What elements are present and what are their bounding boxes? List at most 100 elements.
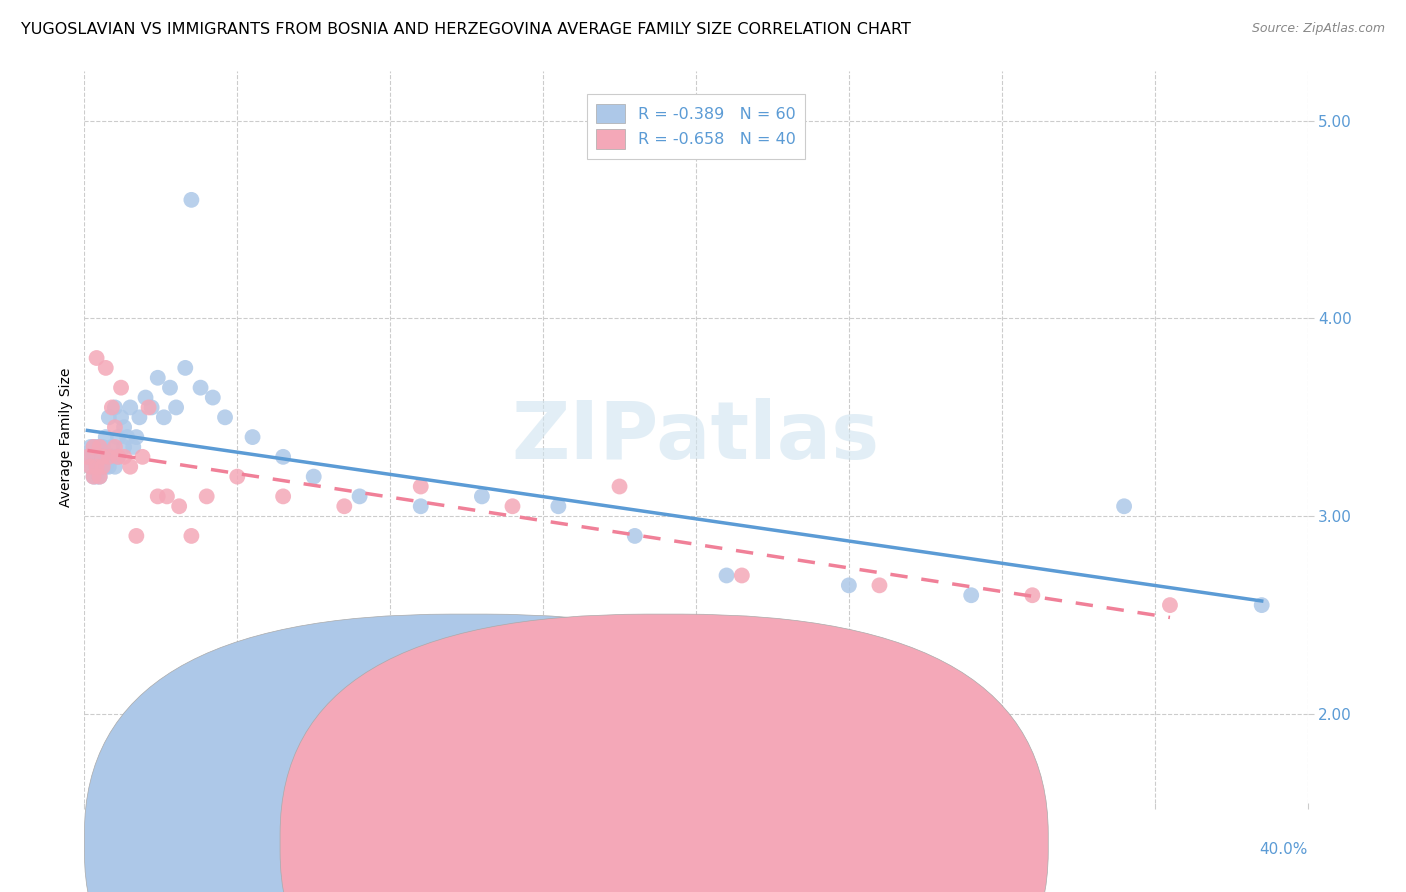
Point bbox=[125, 430, 148, 444]
Point bbox=[91, 459, 114, 474]
Point bbox=[107, 430, 129, 444]
Point bbox=[125, 529, 148, 543]
Point bbox=[201, 391, 224, 405]
Point bbox=[242, 430, 264, 444]
Point bbox=[107, 450, 129, 464]
Point bbox=[86, 450, 108, 464]
Point bbox=[159, 381, 181, 395]
Point bbox=[76, 450, 98, 464]
Point bbox=[97, 459, 120, 474]
Point bbox=[79, 459, 101, 474]
Point bbox=[1250, 598, 1272, 612]
Point bbox=[76, 450, 98, 464]
Point bbox=[86, 351, 108, 365]
Point bbox=[120, 401, 142, 415]
Point bbox=[731, 568, 754, 582]
Point bbox=[83, 440, 105, 454]
Point bbox=[86, 459, 108, 474]
Point bbox=[609, 479, 631, 493]
Point bbox=[101, 450, 124, 464]
Point bbox=[869, 578, 891, 592]
Point bbox=[156, 489, 179, 503]
Point bbox=[165, 401, 187, 415]
Point bbox=[104, 459, 127, 474]
Point bbox=[86, 459, 108, 474]
Point bbox=[97, 450, 120, 464]
Point bbox=[83, 469, 105, 483]
Point bbox=[112, 420, 135, 434]
Point bbox=[120, 459, 142, 474]
Point bbox=[153, 410, 176, 425]
Point bbox=[333, 500, 356, 514]
Point bbox=[83, 440, 105, 454]
Text: Source: ZipAtlas.com: Source: ZipAtlas.com bbox=[1251, 22, 1385, 36]
Point bbox=[131, 450, 153, 464]
Point bbox=[104, 440, 127, 454]
Point bbox=[115, 430, 138, 444]
Point bbox=[94, 360, 117, 375]
Text: 0.0%: 0.0% bbox=[84, 842, 124, 856]
Point bbox=[624, 529, 647, 543]
Point bbox=[271, 489, 294, 503]
Point bbox=[89, 459, 111, 474]
Point bbox=[960, 588, 983, 602]
Point bbox=[89, 440, 111, 454]
Point bbox=[716, 568, 738, 582]
Point bbox=[190, 381, 212, 395]
Point bbox=[91, 459, 114, 474]
Text: Immigrants from Bosnia and Herzegovina: Immigrants from Bosnia and Herzegovina bbox=[688, 834, 993, 849]
Point bbox=[214, 410, 236, 425]
Point bbox=[110, 410, 132, 425]
Point bbox=[94, 450, 117, 464]
Point bbox=[83, 469, 105, 483]
Point bbox=[112, 450, 135, 464]
Point bbox=[79, 459, 101, 474]
Text: YUGOSLAVIAN VS IMMIGRANTS FROM BOSNIA AND HERZEGOVINA AVERAGE FAMILY SIZE CORREL: YUGOSLAVIAN VS IMMIGRANTS FROM BOSNIA AN… bbox=[21, 22, 911, 37]
Point bbox=[89, 440, 111, 454]
Text: 40.0%: 40.0% bbox=[1260, 842, 1308, 856]
Text: ZIPatlas: ZIPatlas bbox=[512, 398, 880, 476]
Point bbox=[104, 401, 127, 415]
Text: Yugoslavians: Yugoslavians bbox=[492, 834, 586, 849]
Point bbox=[1114, 500, 1136, 514]
Point bbox=[195, 489, 218, 503]
Y-axis label: Average Family Size: Average Family Size bbox=[59, 368, 73, 507]
FancyBboxPatch shape bbox=[280, 614, 1049, 892]
Point bbox=[91, 450, 114, 464]
Legend: R = -0.389   N = 60, R = -0.658   N = 40: R = -0.389 N = 60, R = -0.658 N = 40 bbox=[586, 94, 806, 159]
Point bbox=[89, 469, 111, 483]
Point bbox=[471, 489, 494, 503]
Point bbox=[146, 489, 169, 503]
Point bbox=[1159, 598, 1181, 612]
Point bbox=[107, 450, 129, 464]
Point bbox=[89, 450, 111, 464]
Point bbox=[97, 410, 120, 425]
Point bbox=[101, 440, 124, 454]
Point bbox=[180, 193, 202, 207]
Point bbox=[547, 500, 569, 514]
Point bbox=[79, 440, 101, 454]
Point bbox=[138, 401, 160, 415]
Point bbox=[174, 360, 197, 375]
Point bbox=[502, 500, 524, 514]
Point bbox=[128, 410, 150, 425]
Point bbox=[1021, 588, 1043, 602]
Point bbox=[86, 469, 108, 483]
Point bbox=[91, 440, 114, 454]
Point bbox=[838, 578, 860, 592]
Point bbox=[302, 469, 325, 483]
Point bbox=[146, 371, 169, 385]
Point bbox=[271, 450, 294, 464]
Point bbox=[101, 401, 124, 415]
Point bbox=[89, 469, 111, 483]
Point bbox=[83, 450, 105, 464]
Point bbox=[110, 381, 132, 395]
Point bbox=[86, 440, 108, 454]
Point bbox=[226, 469, 249, 483]
Point bbox=[94, 430, 117, 444]
Point bbox=[122, 440, 145, 454]
Point bbox=[135, 391, 157, 405]
Point bbox=[409, 500, 432, 514]
FancyBboxPatch shape bbox=[84, 614, 852, 892]
Point bbox=[112, 440, 135, 454]
